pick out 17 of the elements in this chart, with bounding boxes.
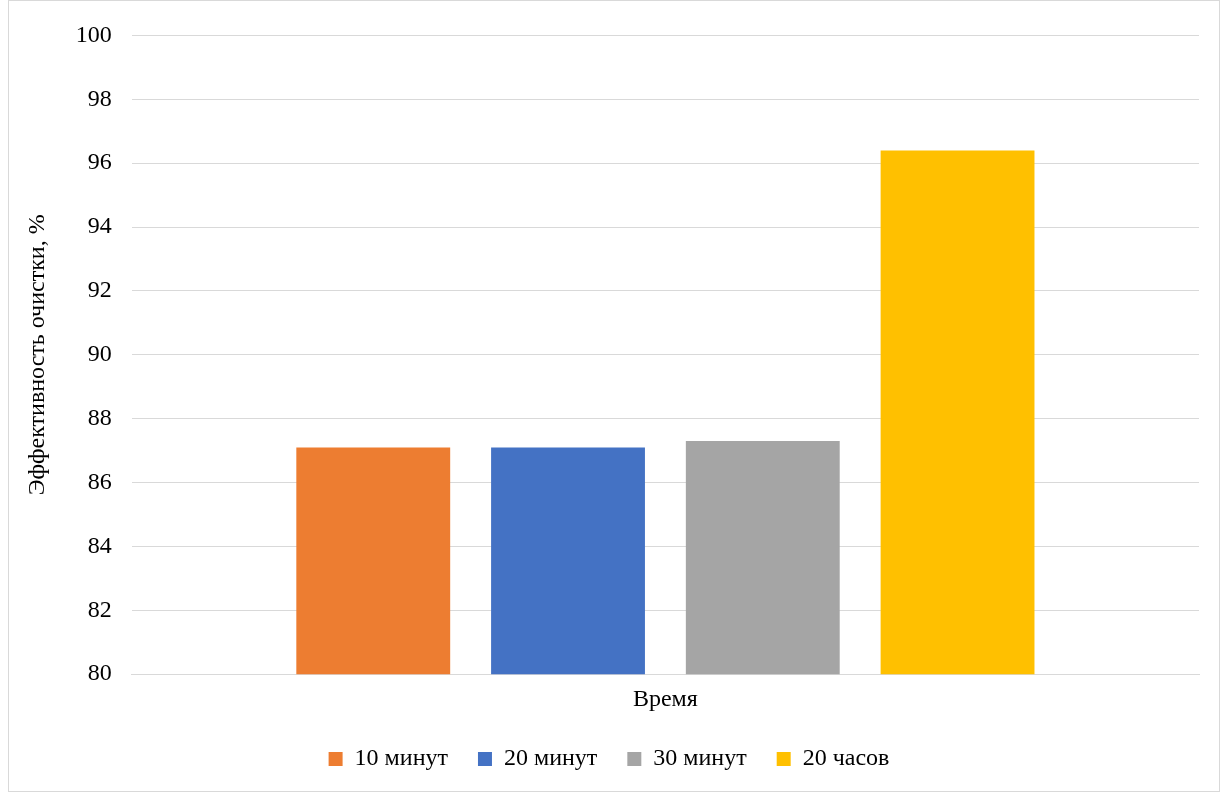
y-axis-title: Эффективность очистки, % xyxy=(22,214,49,496)
legend-label: 10 минут xyxy=(354,744,449,771)
y-tick-label: 90 xyxy=(87,340,112,367)
legend-label: 20 минут xyxy=(503,744,598,771)
x-tick-label: Время xyxy=(632,684,698,711)
y-tick-label: 96 xyxy=(87,148,112,175)
y-tick-label: 86 xyxy=(87,467,112,494)
y-tick-label: 84 xyxy=(87,531,112,558)
y-tick-label: 80 xyxy=(87,659,112,686)
legend-label: 30 минут xyxy=(653,744,748,771)
y-tick-label: 88 xyxy=(87,403,112,430)
y-tick-label: 100 xyxy=(75,20,112,47)
y-tick-label: 98 xyxy=(87,84,112,111)
y-tick-label: 92 xyxy=(87,276,112,303)
y-tick-label: 94 xyxy=(87,212,112,239)
y-tick-label: 82 xyxy=(87,595,112,622)
legend-label: 20 часов xyxy=(802,744,890,771)
